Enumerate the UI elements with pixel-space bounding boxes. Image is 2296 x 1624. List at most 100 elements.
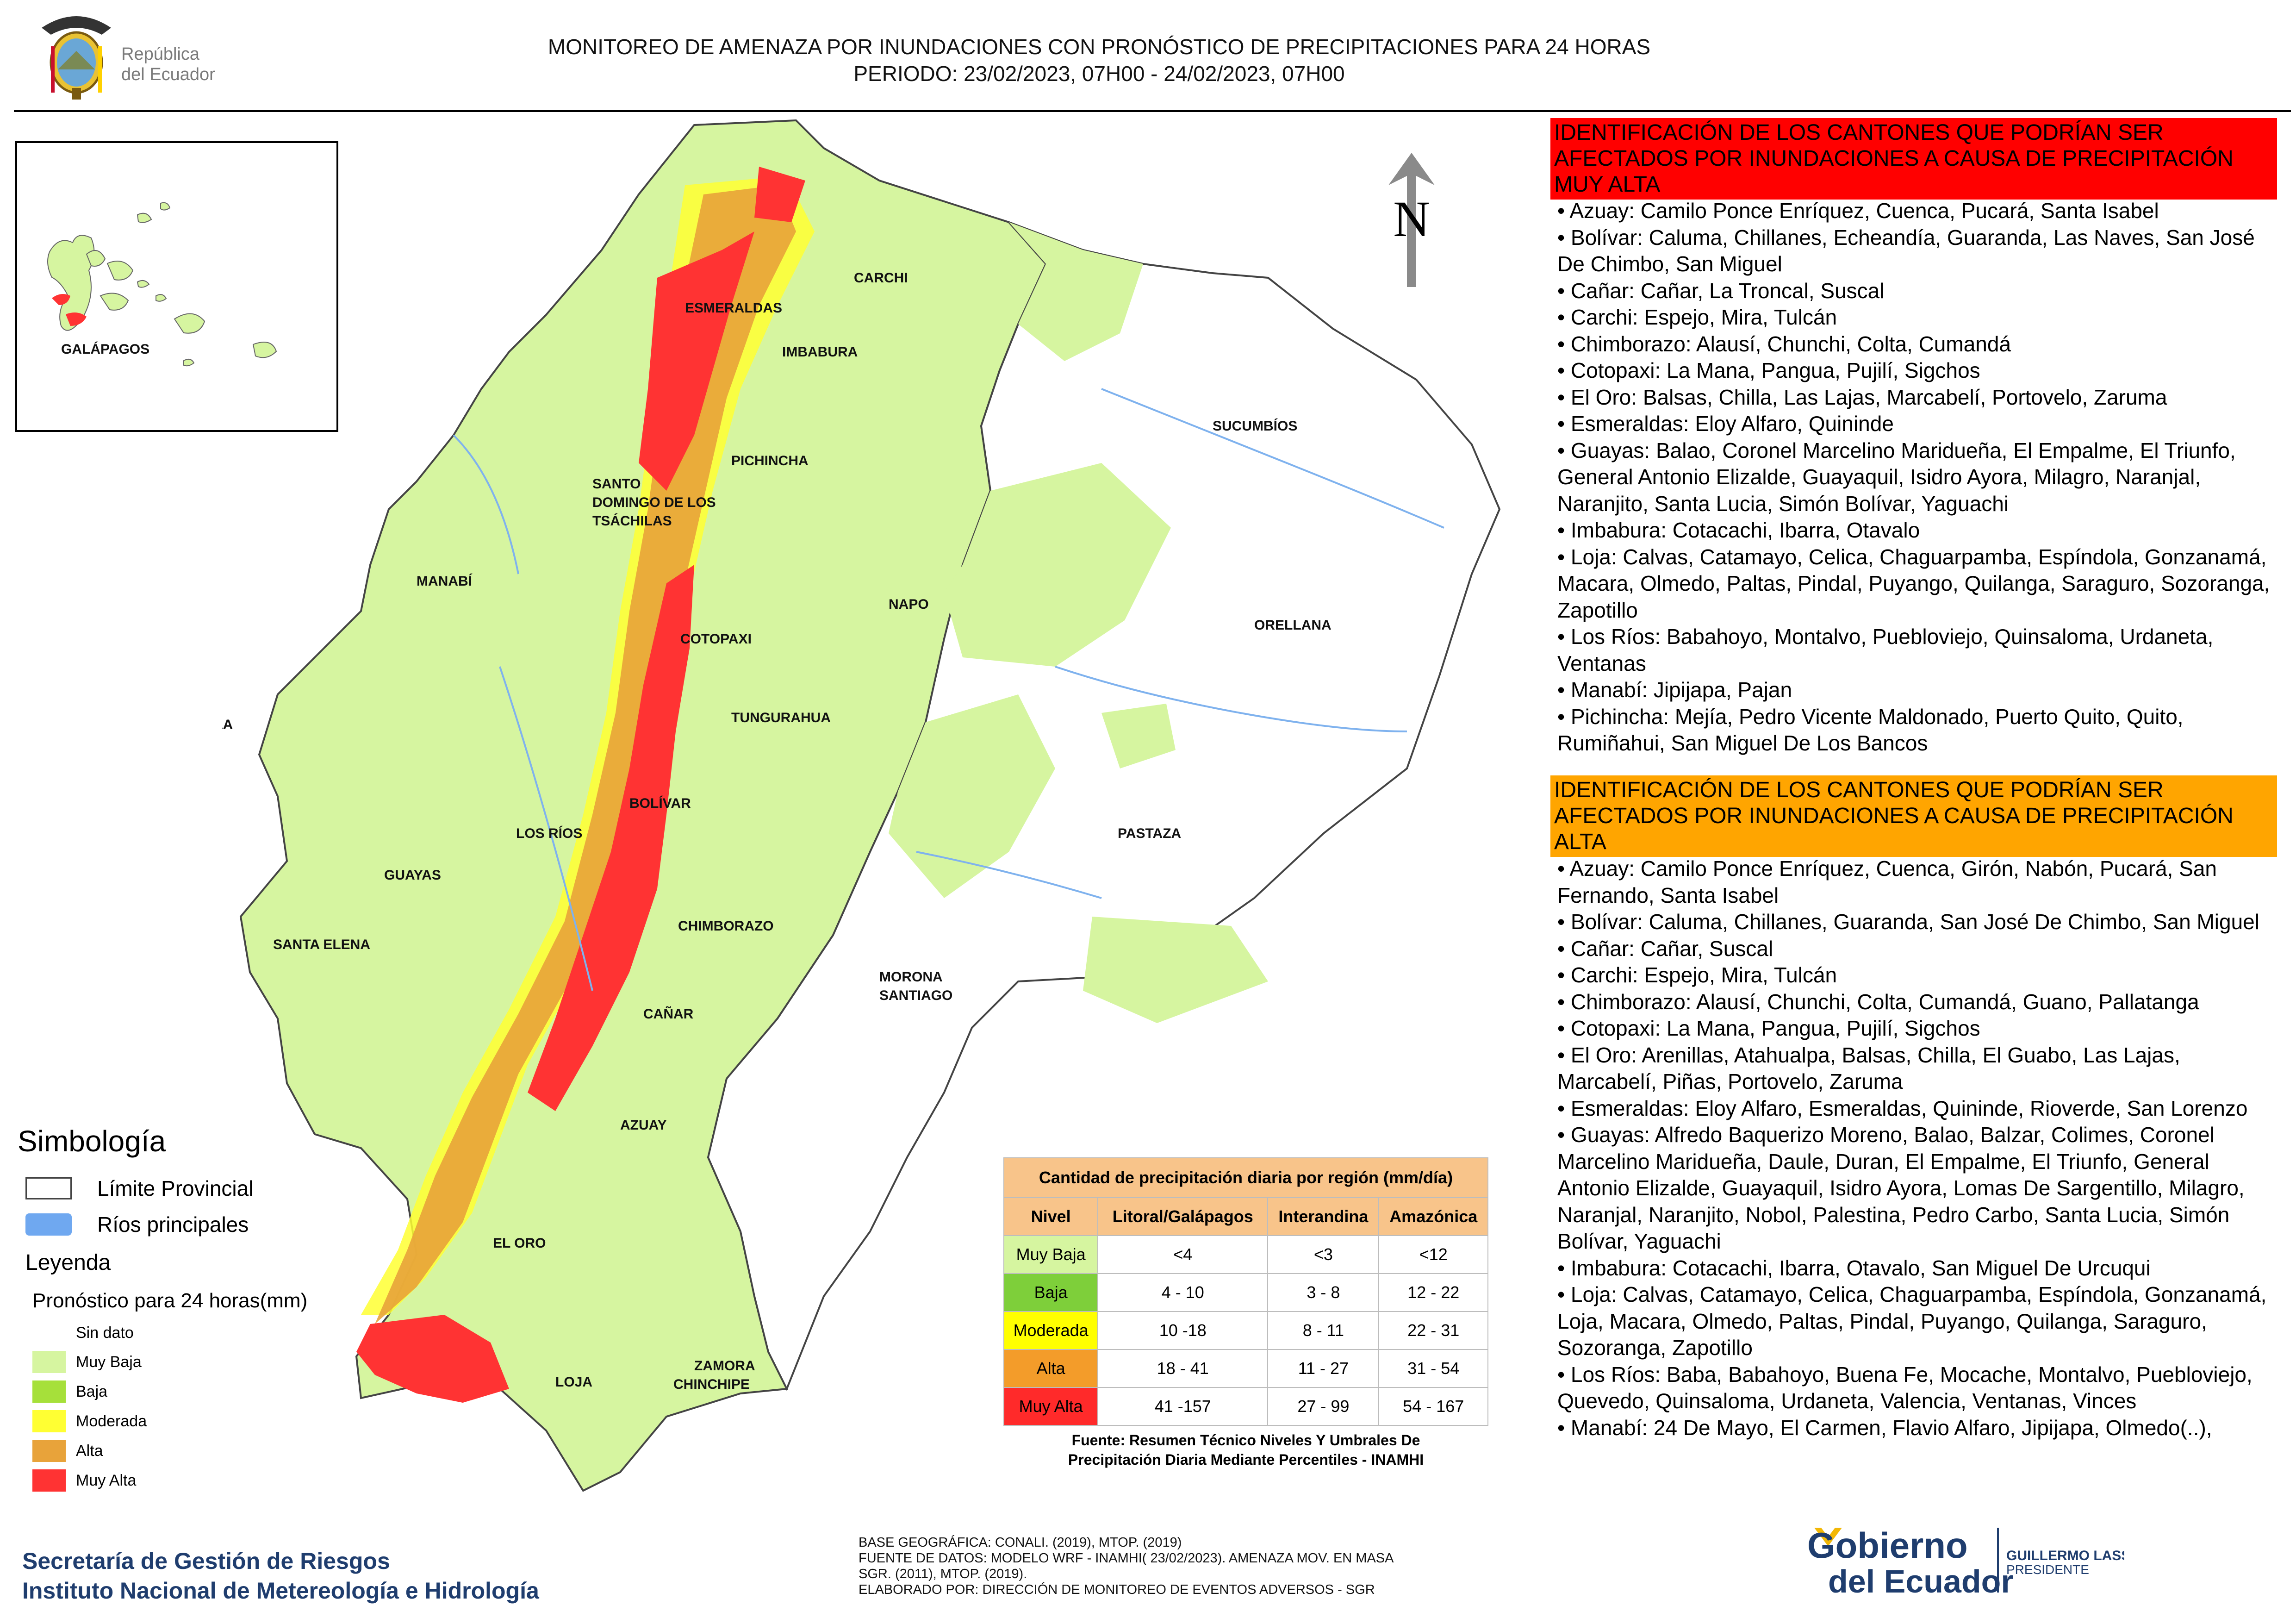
list-item: Chimborazo: Alausí, Chunchi, Colta, Cuma…: [1553, 331, 2275, 358]
label-el-oro: EL ORO: [493, 1236, 546, 1251]
high-zone: [375, 185, 796, 1324]
table-cell: 22 - 31: [1378, 1311, 1488, 1350]
table-row: Muy Baja <4 <3 <12: [1003, 1235, 1488, 1274]
header-divider: [14, 110, 2291, 112]
muy-alta-panel-title: IDENTIFICACIÓN DE LOS CANTONES QUE PODRÍ…: [1550, 118, 2277, 200]
label-santo-domingo-1: SANTO: [592, 476, 641, 492]
table-cell: 41 -157: [1097, 1387, 1269, 1426]
table-cell-nivel: Muy Alta: [1003, 1387, 1099, 1426]
list-item: Esmeraldas: Eloy Alfaro, Quininde: [1553, 411, 2275, 437]
legend-subtitle: Pronóstico para 24 horas(mm): [32, 1289, 308, 1312]
galapagos-islands-graphic: GALÁPAGOS: [47, 202, 277, 367]
list-item: Guayas: Balao, Coronel Marcelino Maridue…: [1553, 437, 2275, 518]
label-imbabura: IMBABURA: [782, 344, 858, 360]
label-orellana: ORELLANA: [1254, 618, 1332, 633]
table-cell: 18 - 41: [1097, 1349, 1269, 1388]
list-item: Manabí: 24 De Mayo, El Carmen, Flavio Al…: [1553, 1415, 2275, 1442]
legend-label-muy-baja: Muy Baja: [76, 1353, 142, 1371]
gobierno-del-ecuador-logo: Gobierno del Ecuador GUILLERMO LASSO PRE…: [1807, 1525, 2124, 1599]
galapagos-inset-map: GALÁPAGOS: [15, 141, 338, 432]
legend-item-muy-baja: Muy Baja: [32, 1351, 142, 1373]
table-cell-nivel: Muy Baja: [1003, 1235, 1099, 1274]
table-cell: 4 - 10: [1097, 1273, 1269, 1312]
legend-label-muy-alta: Muy Alta: [76, 1471, 137, 1489]
table-cell: 54 - 167: [1378, 1387, 1488, 1426]
title-line2: PERIODO: 23/02/2023, 07H00 - 24/02/2023,…: [853, 62, 1345, 86]
legend-swatch-sin-dato: [32, 1322, 66, 1344]
sgr-line2: Instituto Nacional de Metereología e Hid…: [22, 1578, 539, 1604]
legend-item-muy-alta: Muy Alta: [32, 1469, 136, 1492]
list-item: Bolívar: Caluma, Chillanes, Echeandía, G…: [1553, 225, 2275, 278]
north-arrow-icon: N: [1388, 153, 1435, 287]
table-cell: 3 - 8: [1267, 1273, 1380, 1312]
list-item: Guayas: Alfredo Baquerizo Moreno, Balao,…: [1553, 1122, 2275, 1255]
logo-text-line1: República: [121, 44, 199, 64]
label-canar: CAÑAR: [643, 1006, 694, 1022]
label-bolivar: BOLÍVAR: [629, 795, 691, 811]
list-item: Cañar: Cañar, La Troncal, Suscal: [1553, 278, 2275, 305]
label-azuay: AZUAY: [620, 1118, 667, 1133]
table-caption: Cantidad de precipitación diaria por reg…: [1003, 1157, 1488, 1198]
very-high-zone-central: [528, 565, 694, 1111]
logo-text-line2: del Ecuador: [121, 65, 215, 84]
table-cell: 8 - 11: [1267, 1311, 1380, 1350]
list-item: Cotopaxi: La Mana, Pangua, Pujilí, Sigch…: [1553, 1015, 2275, 1042]
table-row: Moderada 10 -18 8 - 11 22 - 31: [1003, 1311, 1488, 1350]
label-morona-2: SANTIAGO: [879, 988, 952, 1003]
label-galapagos: GALÁPAGOS: [61, 341, 149, 357]
table-source-note: Fuente: Resumen Técnico Niveles Y Umbral…: [1003, 1430, 1488, 1469]
table-row: Muy Alta 41 -157 27 - 99 54 - 167: [1003, 1387, 1488, 1426]
symbology-title: Simbología: [18, 1124, 166, 1158]
table-cell-nivel: Baja: [1003, 1273, 1099, 1312]
label-cotopaxi: COTOPAXI: [680, 631, 752, 647]
label-guayas: GUAYAS: [384, 868, 441, 883]
table-cell-nivel: Moderada: [1003, 1311, 1099, 1350]
page-title: MONITOREO DE AMENAZA POR INUNDACIONES CO…: [463, 33, 1736, 87]
list-item: Loja: Calvas, Catamayo, Celica, Chaguarp…: [1553, 1281, 2275, 1362]
list-item: Cañar: Cañar, Suscal: [1553, 936, 2275, 962]
ecuador-coat-of-arms-logo: [42, 16, 111, 100]
list-item: Pichincha: Mejía, Pedro Vicente Maldonad…: [1553, 704, 2275, 757]
label-pichincha: PICHINCHA: [731, 453, 809, 468]
list-item: Imbabura: Cotacachi, Ibarra, Otavalo, Sa…: [1553, 1255, 2275, 1282]
legend-item-moderada: Moderada: [32, 1410, 147, 1432]
list-item: El Oro: Balsas, Chilla, Las Lajas, Marca…: [1553, 384, 2275, 411]
label-zamora-1: ZAMORA: [694, 1358, 755, 1374]
ecuador-flood-threat-map: ESMERALDAS CARCHI IMBABURA SUCUMBÍOS PIC…: [222, 119, 1501, 1492]
symbology-limite-row: Límite Provincial: [25, 1176, 253, 1201]
fuente-line2: Precipitación Diaria Mediante Percentile…: [1068, 1451, 1424, 1468]
legend-label-baja: Baja: [76, 1382, 108, 1400]
legend-label-moderada: Moderada: [76, 1412, 147, 1430]
logo-divider: [1997, 1528, 1999, 1593]
label-isla: ISLA: [222, 717, 233, 732]
base-line4: ELABORADO POR: DIRECCIÓN DE MONITOREO DE…: [859, 1582, 1375, 1597]
label-chimborazo: CHIMBORAZO: [678, 918, 774, 934]
list-item: Los Ríos: Baba, Babahoyo, Buena Fe, Moca…: [1553, 1362, 2275, 1415]
very-high-zone-loja: [356, 1315, 509, 1403]
data-sources-note: BASE GEOGRÁFICA: CONALI. (2019), MTOP. (…: [859, 1535, 1394, 1598]
list-item: Carchi: Espejo, Mira, Tulcán: [1553, 304, 2275, 331]
amazon-green-patch-2: [889, 694, 1055, 898]
republica-ecuador-logo-text: República del Ecuador: [121, 44, 215, 85]
label-santa-elena: SANTA ELENA: [273, 937, 370, 952]
alta-panel-title: IDENTIFICACIÓN DE LOS CANTONES QUE PODRÍ…: [1550, 775, 2277, 857]
precipitation-threshold-table: Cantidad de precipitación diaria por reg…: [1003, 1157, 1488, 1426]
table-header-interandina: Interandina: [1267, 1197, 1380, 1236]
label-pastaza: PASTAZA: [1118, 826, 1181, 841]
label-sucumbios: SUCUMBÍOS: [1213, 418, 1297, 434]
table-cell: <3: [1267, 1235, 1380, 1274]
legend-swatch-muy-baja: [32, 1351, 66, 1373]
list-item: Los Ríos: Babahoyo, Montalvo, Puebloviej…: [1553, 624, 2275, 677]
label-santo-domingo-3: TSÁCHILAS: [592, 513, 672, 529]
label-santo-domingo-2: DOMINGO DE LOS: [592, 495, 716, 510]
rivers: [453, 388, 1444, 991]
table-header-litoral: Litoral/Galápagos: [1097, 1197, 1269, 1236]
legend-swatch-moderada: [32, 1410, 66, 1432]
legend-item-baja: Baja: [32, 1380, 107, 1403]
label-napo: NAPO: [889, 597, 929, 612]
table-row: Baja 4 - 10 3 - 8 12 - 22: [1003, 1273, 1488, 1312]
label-tungurahua: TUNGURAHUA: [731, 710, 831, 725]
gob-line1: Gobierno: [1807, 1525, 1968, 1566]
label-zamora-2: CHINCHIPE: [673, 1377, 750, 1392]
alta-canton-list: Azuay: Camilo Ponce Enríquez, Cuenca, Gi…: [1553, 856, 2275, 1441]
